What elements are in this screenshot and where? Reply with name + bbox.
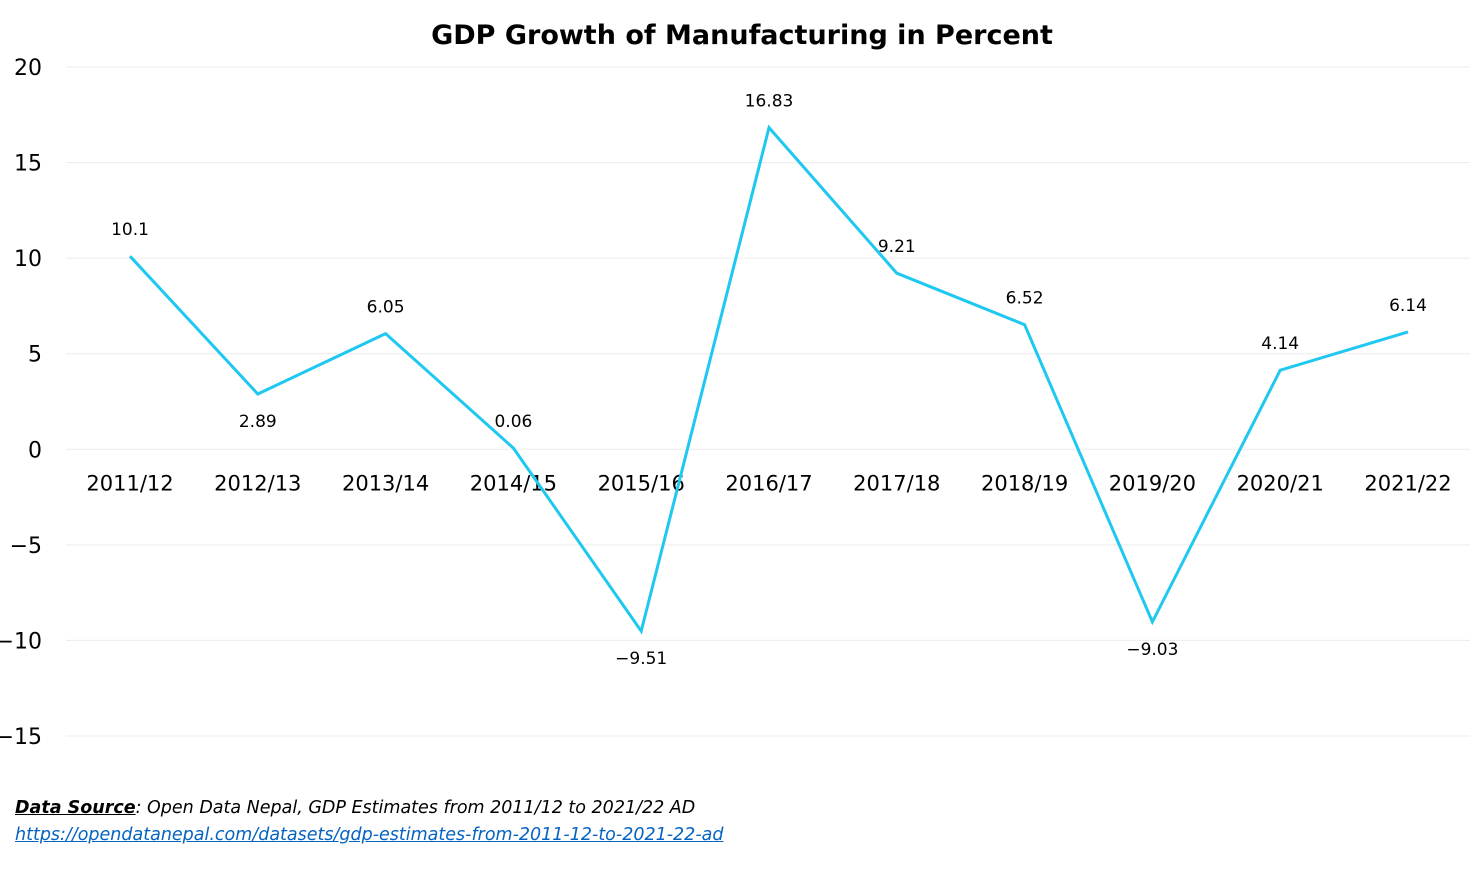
y-tick-label: −5 (10, 534, 42, 559)
y-tick-label: 0 (28, 438, 42, 463)
data-series (128, 124, 1409, 635)
x-tick-label: 2019/20 (1109, 471, 1196, 495)
y-tick-label: −15 (0, 725, 42, 750)
x-tick-label: 2011/12 (86, 471, 173, 495)
data-label: 2.89 (239, 412, 277, 432)
series-line (128, 124, 1409, 635)
y-tick-label: −10 (0, 629, 42, 654)
data-label: 6.52 (1006, 289, 1044, 309)
source-link-line: https://opendatanepal.com/datasets/gdp-e… (15, 822, 723, 849)
y-tick-label: 20 (14, 56, 42, 81)
data-label: 6.14 (1389, 296, 1427, 316)
y-tick-label: 15 (14, 152, 42, 177)
y-tick-label: 10 (14, 247, 42, 272)
gridlines (66, 66, 1470, 737)
data-label: 6.05 (367, 298, 405, 318)
source-prefix: Data Source (15, 798, 136, 818)
data-label: 0.06 (494, 412, 532, 432)
x-tick-label: 2017/18 (853, 471, 940, 495)
x-tick-label: 2018/19 (981, 471, 1068, 495)
y-tick-label: 5 (28, 343, 42, 368)
chart-title: GDP Growth of Manufacturing in Percent (431, 20, 1053, 51)
data-label: 9.21 (878, 237, 916, 257)
data-labels: 10.1 2.89 6.05 0.06 −9.51 16.83 9.21 6.52 −9.03 4… (111, 92, 1427, 669)
source-note: Data Source: Open Data Nepal, GDP Estima… (15, 795, 723, 849)
data-label: 16.83 (745, 92, 794, 112)
data-label: −9.51 (615, 649, 667, 669)
source-text: : Open Data Nepal, GDP Estimates from 20… (135, 798, 696, 818)
data-label: −9.03 (1126, 640, 1178, 660)
x-tick-label: 2015/16 (598, 471, 685, 495)
source-link[interactable]: https://opendatanepal.com/datasets/gdp-e… (15, 825, 724, 845)
x-tick-label: 2020/21 (1237, 471, 1324, 495)
source-line: Data Source: Open Data Nepal, GDP Estima… (15, 795, 723, 822)
x-tick-label: 2013/14 (342, 471, 429, 495)
x-tick-label: 2021/22 (1364, 471, 1451, 495)
data-label: 10.1 (111, 220, 149, 240)
x-tick-label: 2012/13 (214, 471, 301, 495)
y-axis-tick-labels: 20 15 10 5 0 −5 −10 −15 (0, 56, 42, 750)
x-tick-label: 2016/17 (725, 471, 812, 495)
data-label: 4.14 (1261, 334, 1299, 354)
x-axis-tick-labels: 2011/12 2012/13 2013/14 2014/15 2015/16 2016/… (86, 471, 1451, 495)
